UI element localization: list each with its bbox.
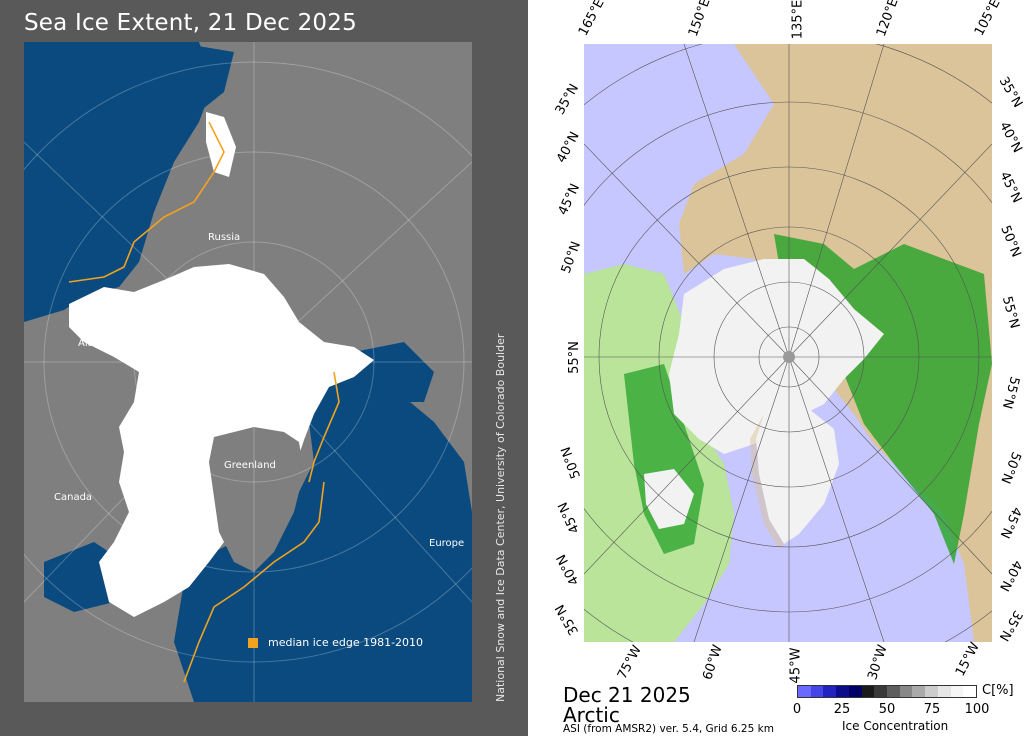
- legend-label: median ice edge 1981-2010: [268, 636, 424, 649]
- colorbar-segment: [798, 686, 811, 697]
- colorbar-segment: [887, 686, 900, 697]
- graticule: [24, 42, 472, 702]
- colorbar-segment: [848, 686, 862, 697]
- label-greenland: Greenland: [224, 460, 276, 471]
- median-edge-swatch: [248, 637, 258, 648]
- colorbar-segment: [861, 686, 875, 697]
- colorbar-tick-50: 50: [878, 702, 896, 717]
- greenland-land: [209, 427, 304, 572]
- colorbar-segment: [912, 686, 926, 697]
- median-ice-edge-line: [68, 121, 340, 683]
- colorbar-title: Ice Concentration: [842, 719, 949, 733]
- legend: median ice edge 1981-2010: [248, 636, 423, 649]
- graticule: [584, 44, 992, 642]
- north-pacific-ocean: [24, 42, 114, 142]
- colorbar-segment: [823, 686, 837, 697]
- data-source: ASI (from AMSR2) ver. 5.4, Grid 6.25 km: [563, 723, 774, 735]
- greenland-coast: [750, 414, 784, 549]
- colorbar-segment: [950, 686, 964, 697]
- credit-text: National Snow and Ice Data Center, Unive…: [494, 333, 507, 702]
- colorbar-tick-100: 100: [964, 702, 990, 717]
- map-title: Sea Ice Extent, 21 Dec 2025: [24, 10, 357, 36]
- extent-map-graphic: [24, 42, 472, 702]
- concentration-colorbar: [797, 685, 977, 698]
- atlantic-ocean: [174, 360, 472, 702]
- sea-of-okhotsk: [174, 42, 234, 112]
- colorbar-segment: [874, 686, 888, 697]
- colorbar-segment: [925, 686, 938, 697]
- sea-ice-extent-map: Russia Alaska Canada Greenland Europe: [24, 42, 472, 702]
- label-europe: Europe: [429, 538, 465, 549]
- map-region: Arctic: [563, 703, 620, 727]
- tick-left-4: 55°N: [566, 341, 582, 374]
- colorbar-segment: [810, 686, 824, 697]
- tick-bottom-2: 45°W: [788, 647, 804, 684]
- barents-sea: [354, 342, 434, 402]
- pole-hole: [783, 351, 795, 363]
- sea-ice-extent-panel: Sea Ice Extent, 21 Dec 2025: [0, 0, 528, 736]
- colorbar-segment: [836, 686, 849, 697]
- colorbar-tick-25: 25: [833, 702, 851, 717]
- label-russia: Russia: [208, 232, 241, 243]
- colorbar-segment: [899, 686, 913, 697]
- colorbar-tick-75: 75: [923, 702, 941, 717]
- label-alaska: Alaska: [78, 338, 111, 349]
- colorbar-unit: C[%]: [982, 683, 1014, 698]
- concentration-map-graphic: [584, 44, 992, 642]
- tick-top-2: 135°E: [790, 0, 806, 40]
- greenland: [756, 409, 839, 544]
- arctic-ice: [669, 259, 884, 454]
- colorbar-segment: [937, 686, 951, 697]
- map-date: Dec 21 2025: [563, 683, 691, 707]
- label-canada: Canada: [54, 492, 93, 503]
- colorbar-segment: [963, 686, 977, 697]
- colorbar-tick-0: 0: [792, 702, 802, 717]
- ice-concentration-map: [584, 44, 992, 642]
